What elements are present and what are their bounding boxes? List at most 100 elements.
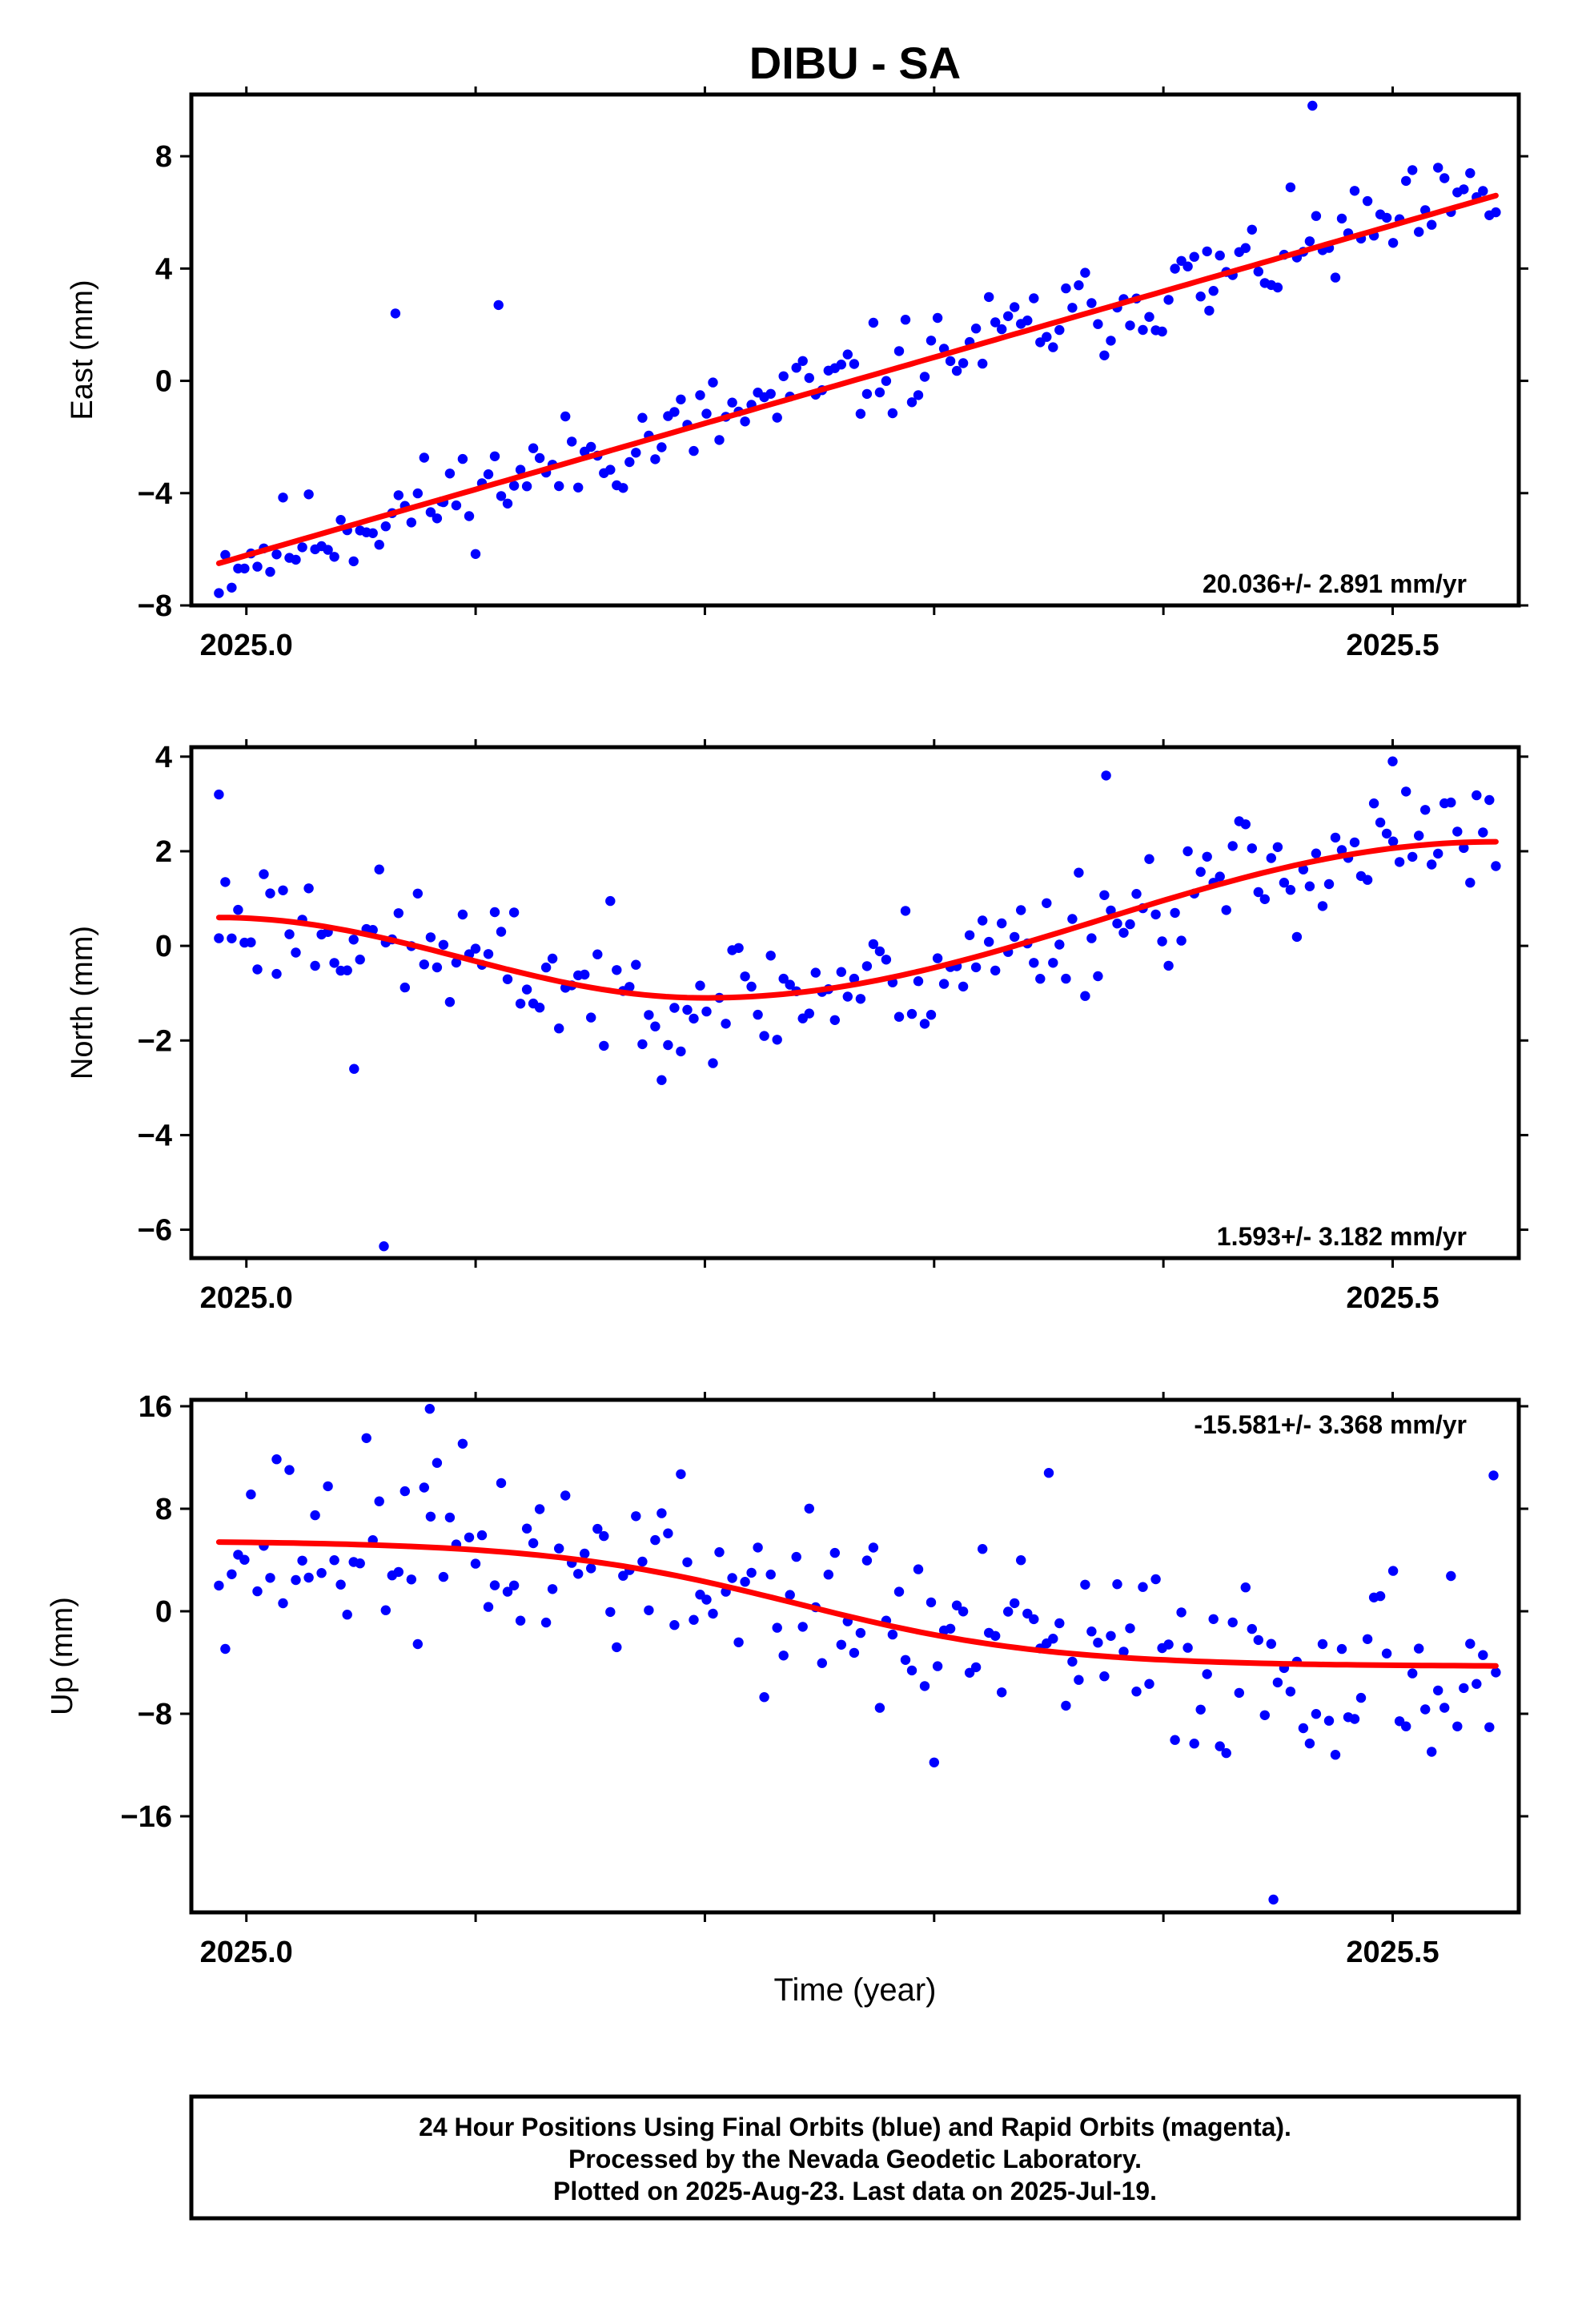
up-data-point (297, 1555, 307, 1566)
east-data-point (906, 397, 917, 408)
east-data-point (586, 441, 596, 452)
north-data-point (470, 943, 481, 954)
up-y-tick-label: 8 (155, 1493, 172, 1526)
east-data-point (1304, 236, 1315, 247)
east-data-point (1182, 261, 1193, 271)
up-data-point (1074, 1675, 1084, 1685)
north-plot-frame (189, 745, 1521, 1261)
up-data-point (929, 1757, 940, 1767)
north-data-point (1414, 830, 1424, 841)
east-data-point (695, 390, 705, 400)
north-data-point (367, 925, 378, 935)
up-data-point (1420, 1704, 1431, 1715)
up-data-point (1043, 1468, 1054, 1478)
east-data-point (1491, 207, 1501, 218)
up-data-point (893, 1586, 905, 1597)
up-y-tick-label: 16 (139, 1390, 172, 1424)
up-data-point (361, 1433, 371, 1444)
east-data-point (740, 416, 750, 427)
up-data-point (1016, 1555, 1026, 1566)
north-data-point (881, 955, 892, 965)
north-data-point (599, 1040, 609, 1051)
north-data-point (1035, 974, 1046, 984)
north-data-point (978, 915, 988, 926)
east-data-point (1195, 292, 1206, 302)
up-data-point (663, 1528, 673, 1538)
east-data-point (278, 493, 288, 503)
north-data-point (1465, 878, 1476, 888)
up-data-point (1488, 1470, 1499, 1481)
north-data-point (701, 1006, 712, 1017)
up-data-point (1240, 1582, 1251, 1593)
up-data-point (861, 1555, 873, 1566)
up-data-point (970, 1662, 982, 1673)
east-fit-line (215, 192, 1499, 566)
east-data-point (1003, 311, 1014, 321)
east-data-point (1349, 186, 1360, 196)
up-data-point (656, 1508, 667, 1518)
up-y-axis-label: Up (mm) (46, 1597, 79, 1715)
east-data-point (997, 324, 1007, 335)
north-data-point (1291, 931, 1303, 943)
east-data-point (432, 513, 443, 524)
up-data-point (1022, 1608, 1033, 1619)
north-data-point (997, 918, 1007, 929)
north-data-point (644, 1010, 654, 1020)
north-data-point (303, 883, 314, 894)
north-data-point (861, 961, 873, 971)
up-data-point (913, 1564, 924, 1574)
north-data-point (246, 937, 256, 947)
east-data-point (265, 566, 275, 577)
north-data-point (893, 1011, 905, 1022)
up-data-point (323, 1481, 333, 1492)
up-data-point (1202, 1669, 1212, 1679)
north-data-point (1144, 854, 1154, 864)
north-data-point (1491, 861, 1501, 871)
east-data-point (451, 500, 462, 511)
east-data-point (1144, 312, 1154, 322)
north-data-point (259, 869, 269, 879)
east-data-point (412, 488, 423, 499)
north-data-point (496, 927, 507, 937)
east-data-point (390, 308, 401, 319)
up-data-point (932, 1661, 943, 1671)
north-data-point (419, 959, 429, 970)
north-data-point (1459, 842, 1469, 854)
panel-north: 2025.0 2025.5 −6 −4 −2 0 2 4 North (mm) 1.593+/- … (66, 739, 1528, 1315)
up-data-point (265, 1573, 275, 1583)
up-data-point (214, 1580, 224, 1591)
north-data-point (1394, 857, 1405, 867)
up-data-point (380, 1605, 391, 1615)
east-data-point (554, 480, 564, 492)
up-data-point (1362, 1634, 1373, 1644)
up-data-point (958, 1606, 969, 1617)
east-data-point (893, 346, 905, 356)
north-data-point (1446, 797, 1456, 808)
east-y-tick-label: −4 (138, 477, 172, 511)
up-data-point (592, 1523, 603, 1534)
north-fit-line (215, 838, 1499, 1001)
up-data-point (457, 1438, 468, 1449)
up-data-point (644, 1605, 654, 1616)
east-data-point (1478, 186, 1488, 196)
north-data-point (521, 984, 532, 995)
up-data-point (849, 1647, 860, 1659)
up-data-point (887, 1629, 898, 1640)
north-y-axis-label: North (mm) (66, 926, 99, 1080)
north-data-point (1298, 864, 1309, 875)
north-data-point (1472, 790, 1482, 801)
north-y-tick-label: −6 (138, 1214, 172, 1248)
north-data-point (874, 946, 885, 957)
up-data-point (1304, 1738, 1315, 1749)
north-data-point (547, 953, 558, 964)
east-data-point (1099, 350, 1110, 360)
up-data-point (637, 1556, 648, 1567)
north-data-point (1452, 826, 1463, 837)
east-data-point (508, 480, 520, 491)
footer-line-1: 24 Hour Positions Using Final Orbits (bl… (419, 2113, 1291, 2141)
north-data-point (1227, 841, 1238, 851)
east-x-tick-label: 2025.0 (200, 629, 293, 662)
north-data-point (515, 999, 526, 1009)
east-data-point (1362, 195, 1373, 207)
north-data-point (265, 888, 275, 899)
